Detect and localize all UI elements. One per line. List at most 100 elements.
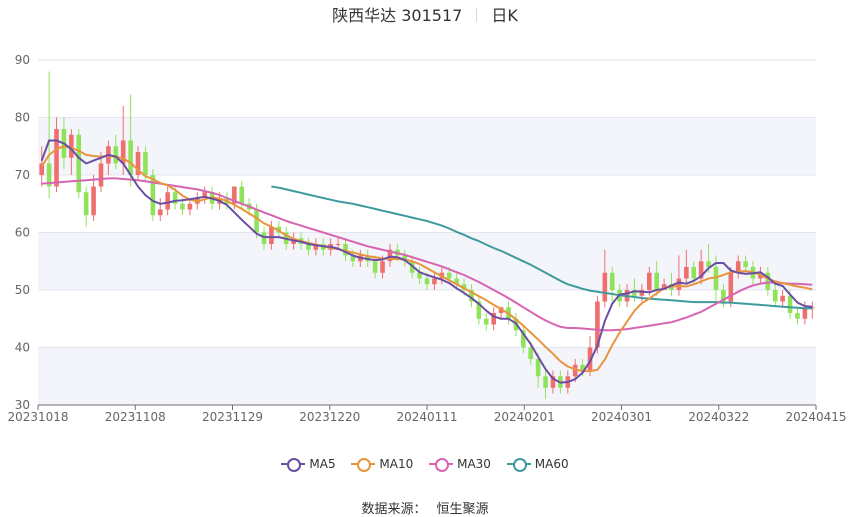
candle-body (187, 203, 193, 210)
candle-body (261, 232, 267, 244)
candle-body (372, 261, 378, 273)
candle-body (446, 272, 452, 279)
candle-body (202, 192, 208, 198)
candle-body (180, 203, 185, 210)
candle-body (795, 313, 800, 319)
candle-body (39, 163, 45, 175)
ma10-swatch-dot (357, 458, 372, 472)
ma60-swatch-dot (512, 458, 527, 472)
data-source: 数据来源： 恒生聚源 (0, 498, 850, 517)
ma10-line (40, 145, 813, 373)
candle-body (350, 255, 356, 262)
candle-body (76, 134, 82, 193)
candle-body (402, 255, 408, 262)
candle-body (765, 272, 771, 290)
ma5-line (40, 139, 813, 384)
ma30-line (41, 177, 813, 332)
ma10-swatch (351, 457, 376, 472)
candle-body (172, 192, 178, 204)
x-tick-label: 20240415 (785, 410, 846, 424)
x-tick-label: 20240111 (396, 410, 457, 424)
candle-body (676, 278, 682, 290)
candle-body (772, 290, 778, 302)
candle-body (706, 261, 711, 267)
legend-item-ma30[interactable]: MA30 (429, 457, 491, 472)
candle-body (120, 140, 126, 164)
x-tick-label: 20231129 (202, 410, 263, 424)
candle-body (269, 226, 274, 244)
candle-body (454, 278, 459, 285)
candle-body (483, 318, 489, 325)
candle-body (639, 290, 645, 296)
y-tick-label: 90 (15, 53, 30, 67)
candle-body (239, 186, 245, 204)
plot-band (38, 347, 816, 405)
y-tick-label: 60 (15, 226, 30, 240)
candle-body (646, 272, 652, 290)
candle-body (113, 146, 119, 164)
source-label: 数据来源： (361, 502, 427, 517)
candle-body (654, 272, 659, 290)
candle-body (535, 359, 541, 377)
legend: MA5 MA10 MA30 MA60 (0, 457, 850, 474)
candle-body (721, 290, 726, 302)
candle-body (802, 307, 808, 319)
legend-label-ma10: MA10 (379, 457, 414, 471)
candle-body (54, 129, 59, 187)
candle-body (550, 376, 556, 388)
candle-body (69, 134, 74, 158)
y-tick-label: 70 (15, 168, 30, 182)
candle-body (743, 261, 748, 267)
candle-body (572, 364, 578, 377)
source-provider: 恒生聚源 (436, 502, 489, 517)
ma60-swatch (506, 457, 531, 472)
candle-body (735, 261, 741, 273)
candle-body (684, 267, 689, 279)
candle-body (521, 330, 526, 348)
candle-body (661, 284, 667, 290)
candle-body (609, 272, 615, 290)
candle-body (91, 186, 96, 216)
candle-body (528, 347, 534, 359)
y-tick-label: 30 (15, 398, 30, 412)
title-separator (476, 8, 478, 22)
candle-body (165, 192, 170, 210)
candle-body (150, 175, 156, 216)
x-tick-label: 20240322 (688, 410, 749, 424)
candle-body (713, 267, 719, 290)
candle-body (232, 186, 237, 204)
candle-body (476, 301, 482, 319)
ma30-swatch (429, 457, 454, 472)
ma5-swatch (281, 457, 306, 472)
candle-body (306, 244, 311, 250)
legend-label-ma5: MA5 (309, 457, 336, 471)
y-tick-label: 80 (15, 111, 30, 125)
candle-body (432, 278, 437, 285)
candle-body (343, 244, 348, 256)
candle-body (543, 376, 548, 388)
candle-body (313, 244, 319, 250)
plot-band (38, 117, 816, 175)
candle-body (335, 244, 341, 245)
candle-body (780, 295, 785, 302)
x-tick-label: 20231108 (105, 410, 166, 424)
candle-body (632, 290, 637, 296)
candle-body (787, 295, 793, 313)
candle-body (728, 272, 734, 302)
ma5-swatch-dot (287, 458, 302, 472)
candle-body (698, 261, 704, 279)
stock-name: 陕西华达 301517 (332, 6, 463, 25)
legend-item-ma10[interactable]: MA10 (351, 457, 414, 472)
chart-title: 陕西华达 301517 日K (0, 6, 850, 26)
candle-body (380, 261, 385, 273)
legend-item-ma5[interactable]: MA5 (281, 457, 336, 472)
legend-item-ma60[interactable]: MA60 (506, 457, 569, 472)
candle-body (83, 192, 89, 216)
candle-body (46, 163, 52, 187)
x-tick-label: 20240201 (494, 410, 555, 424)
candle-body (254, 209, 259, 233)
legend-label-ma30: MA30 (457, 457, 491, 471)
candle-body (602, 272, 608, 302)
candle-body (469, 290, 474, 302)
